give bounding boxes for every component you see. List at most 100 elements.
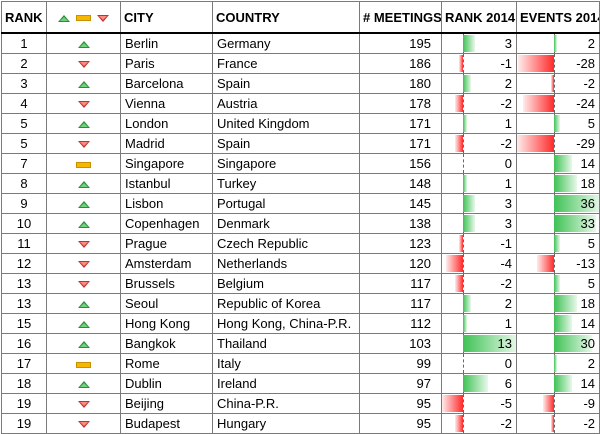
- meetings-cell: 112: [359, 313, 442, 334]
- negative-data-bar: [446, 255, 463, 272]
- meetings-cell: 97: [359, 373, 442, 394]
- country-cell: France: [212, 53, 360, 74]
- positive-data-bar: [462, 35, 476, 52]
- country-cell: Hungary: [212, 413, 360, 434]
- positive-data-bar: [462, 115, 467, 132]
- events-2014-cell: 5: [516, 273, 600, 294]
- bar-value: 5: [587, 276, 595, 291]
- zero-axis-line: [462, 394, 464, 413]
- triangle-down-icon: [77, 401, 90, 409]
- meetings-cell: 171: [359, 113, 442, 134]
- table-row[interactable]: 5 London United Kingdom 171 1 5: [1, 113, 600, 134]
- rank-cell: 15: [1, 313, 47, 334]
- table-row[interactable]: 11 Prague Czech Republic 123 -1 5: [1, 233, 600, 254]
- city-cell: Prague: [120, 233, 213, 254]
- rank-2014-cell: 1: [441, 313, 517, 334]
- bar-value: 18: [580, 176, 595, 191]
- header-trend[interactable]: [46, 1, 121, 34]
- header-rank[interactable]: RANK: [1, 1, 47, 34]
- negative-data-bar: [551, 415, 555, 432]
- rank-cell: 17: [1, 353, 47, 374]
- city-cell: Vienna: [120, 93, 213, 114]
- header-events-2014[interactable]: EVENTS 2014: [516, 1, 600, 34]
- bar-value: 33: [580, 216, 595, 231]
- trend-cell: [46, 213, 121, 234]
- rank-2014-cell: 0: [441, 353, 517, 374]
- table-row[interactable]: 10 Copenhagen Denmark 138 3 33: [1, 213, 600, 234]
- positive-data-bar: [462, 335, 516, 352]
- table-row[interactable]: 17 Rome Italy 99 0 2: [1, 353, 600, 374]
- rank-cell: 1: [1, 33, 47, 54]
- country-cell: Ireland: [212, 373, 360, 394]
- table-row[interactable]: 4 Vienna Austria 178 -2 -24: [1, 93, 600, 114]
- header-country[interactable]: COUNTRY: [212, 1, 360, 34]
- bar-value: -9: [583, 396, 595, 411]
- triangle-down-icon: [77, 421, 90, 429]
- rank-cell: 4: [1, 93, 47, 114]
- country-cell: Italy: [212, 353, 360, 374]
- table-row[interactable]: 15 Hong Kong Hong Kong, China-P.R. 112 1 14: [1, 313, 600, 334]
- trend-cell: [46, 33, 121, 54]
- meetings-cell: 123: [359, 233, 442, 254]
- country-cell: Republic of Korea: [212, 293, 360, 314]
- city-cell: Paris: [120, 53, 213, 74]
- table-row[interactable]: 13 Brussels Belgium 117 -2 5: [1, 273, 600, 294]
- trend-cell: [46, 393, 121, 414]
- negative-data-bar: [551, 75, 555, 92]
- table-row[interactable]: 13 Seoul Republic of Korea 117 2 18: [1, 293, 600, 314]
- city-cell: Barcelona: [120, 73, 213, 94]
- positive-data-bar: [554, 315, 572, 332]
- table-row[interactable]: 1 Berlin Germany 195 3 2: [1, 33, 600, 54]
- rank-cell: 12: [1, 253, 47, 274]
- rank-2014-cell: 1: [441, 173, 517, 194]
- bar-value: 36: [580, 196, 595, 211]
- trend-legend: [58, 14, 109, 22]
- events-2014-cell: -13: [516, 253, 600, 274]
- rank-2014-cell: -2: [441, 413, 517, 434]
- positive-data-bar: [554, 155, 572, 172]
- bar-value: -24: [576, 96, 595, 111]
- table-row[interactable]: 9 Lisbon Portugal 145 3 36: [1, 193, 600, 214]
- bar-value: 2: [504, 296, 512, 311]
- header-city[interactable]: CITY: [120, 1, 213, 34]
- country-cell: Portugal: [212, 193, 360, 214]
- table-row[interactable]: 12 Amsterdam Netherlands 120 -4 -13: [1, 253, 600, 274]
- rank-cell: 5: [1, 113, 47, 134]
- zero-axis-line: [554, 254, 556, 273]
- positive-data-bar: [554, 215, 597, 232]
- table-row[interactable]: 7 Singapore Singapore 156 0 14: [1, 153, 600, 174]
- bar-value: 14: [580, 376, 595, 391]
- meetings-cell: 180: [359, 73, 442, 94]
- trend-cell: [46, 333, 121, 354]
- meetings-cell: 117: [359, 273, 442, 294]
- bar-value: 1: [504, 116, 512, 131]
- events-2014-cell: 5: [516, 233, 600, 254]
- events-2014-cell: 18: [516, 293, 600, 314]
- triangle-up-icon: [77, 341, 90, 349]
- table-row[interactable]: 5 Madrid Spain 171 -2 -29: [1, 133, 600, 154]
- bar-value: -2: [583, 416, 595, 431]
- bar-value: -2: [500, 276, 512, 291]
- country-cell: China-P.R.: [212, 393, 360, 414]
- negative-data-bar: [458, 55, 463, 72]
- triangle-up-icon: [77, 321, 90, 329]
- table-row[interactable]: 19 Budapest Hungary 95 -2 -2: [1, 413, 600, 434]
- table-row[interactable]: 19 Beijing China-P.R. 95 -5 -9: [1, 393, 600, 414]
- rank-2014-cell: -5: [441, 393, 517, 414]
- bar-value: -28: [576, 56, 595, 71]
- events-2014-cell: 33: [516, 213, 600, 234]
- country-cell: Belgium: [212, 273, 360, 294]
- bar-value: 6: [504, 376, 512, 391]
- table-row[interactable]: 18 Dublin Ireland 97 6 14: [1, 373, 600, 394]
- bar-value: 30: [580, 336, 595, 351]
- table-row[interactable]: 2 Paris France 186 -1 -28: [1, 53, 600, 74]
- table-row[interactable]: 16 Bangkok Thailand 103 13 30: [1, 333, 600, 354]
- header-rank-2014[interactable]: RANK 2014: [441, 1, 517, 34]
- header-meetings[interactable]: # MEETINGS: [359, 1, 442, 34]
- country-cell: Spain: [212, 73, 360, 94]
- triangle-up-icon: [77, 181, 90, 189]
- table-row[interactable]: 8 Istanbul Turkey 148 1 18: [1, 173, 600, 194]
- country-cell: Thailand: [212, 333, 360, 354]
- table-row[interactable]: 3 Barcelona Spain 180 2 -2: [1, 73, 600, 94]
- country-cell: Singapore: [212, 153, 360, 174]
